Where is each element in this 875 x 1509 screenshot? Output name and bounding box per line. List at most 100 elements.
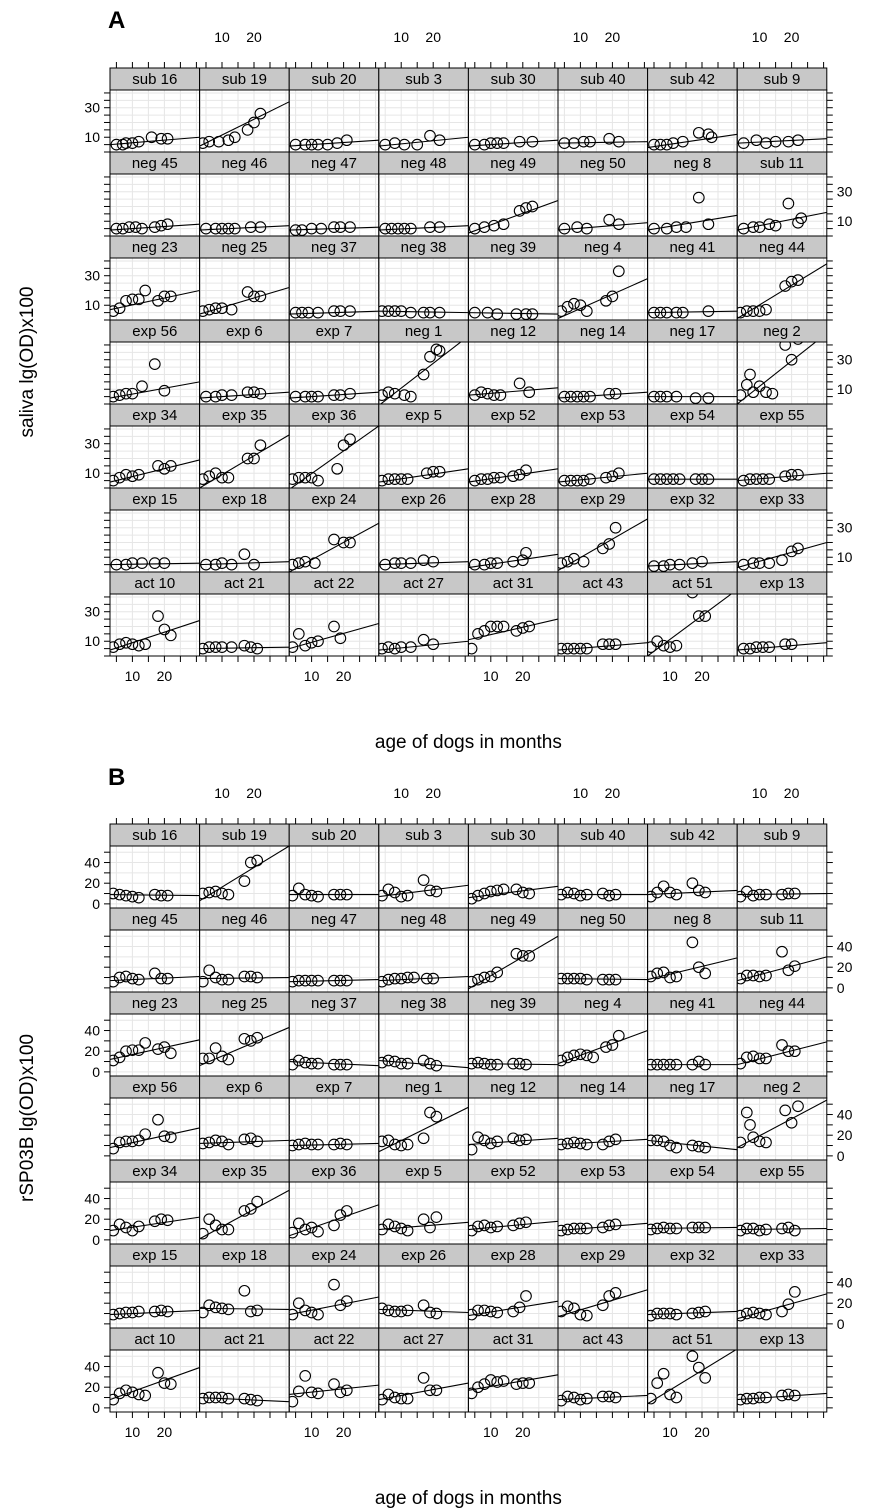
- data-point: [651, 635, 664, 648]
- facet-title: exp 28: [491, 491, 536, 508]
- data-point: [568, 642, 580, 655]
- facet-title: sub 3: [405, 827, 442, 844]
- data-point: [696, 473, 708, 485]
- data-point: [244, 1393, 257, 1406]
- data-point: [305, 1057, 318, 1070]
- facet-title: exp 18: [222, 491, 267, 508]
- data-point: [654, 390, 667, 403]
- data-point: [740, 1051, 753, 1064]
- data-point: [312, 474, 324, 487]
- data-point: [395, 1222, 408, 1235]
- data-point: [164, 1378, 177, 1390]
- data-point: [587, 1051, 600, 1064]
- data-point: [209, 1042, 222, 1054]
- data-point: [574, 1308, 587, 1321]
- facet-title: neg 37: [311, 995, 357, 1012]
- data-point: [651, 1307, 664, 1320]
- data-point: [113, 638, 126, 651]
- data-point: [484, 1305, 497, 1318]
- data-point: [148, 888, 161, 901]
- facet-title: exp 7: [316, 323, 353, 340]
- data-point: [760, 1136, 772, 1149]
- data-point: [430, 885, 443, 898]
- data-point: [164, 629, 177, 642]
- facet-act-51: act 51: [647, 1327, 738, 1413]
- data-point: [558, 305, 568, 317]
- data-point: [584, 390, 596, 403]
- data-point: [401, 1057, 414, 1070]
- data-point: [513, 135, 526, 148]
- data-point: [609, 387, 622, 400]
- facet-frame: [288, 593, 380, 657]
- data-point: [199, 887, 209, 900]
- data-point: [468, 975, 478, 988]
- fit-line: [647, 957, 738, 981]
- data-point: [424, 129, 436, 142]
- facet-title: neg 25: [221, 995, 267, 1012]
- data-point: [785, 275, 798, 288]
- data-point: [395, 972, 408, 985]
- data-point: [110, 390, 120, 403]
- x-tick-label: 10: [304, 1424, 320, 1440]
- facet-title: exp 26: [401, 1247, 446, 1264]
- data-point: [238, 875, 251, 887]
- fit-line: [558, 222, 648, 231]
- data-point: [561, 972, 574, 985]
- data-point: [657, 639, 670, 652]
- data-point: [753, 970, 766, 983]
- data-point: [312, 974, 324, 987]
- data-point: [417, 1213, 430, 1226]
- data-point: [120, 1135, 132, 1148]
- facet-neg-41: neg 41: [647, 235, 738, 321]
- data-point: [222, 973, 235, 986]
- data-point: [417, 368, 430, 381]
- fit-line: [110, 381, 200, 399]
- y-tick-label: 10: [837, 213, 853, 229]
- x-tick-label: 20: [605, 785, 621, 801]
- data-point: [299, 390, 312, 403]
- facet-neg-14: neg 14: [557, 319, 649, 405]
- data-point: [603, 1290, 616, 1302]
- facet-title: exp 26: [401, 491, 446, 508]
- data-point: [417, 1372, 430, 1384]
- data-point: [782, 1045, 795, 1058]
- x-tick-label: 10: [573, 785, 589, 801]
- facet-exp-5: exp 5: [378, 1159, 469, 1245]
- data-point: [484, 1058, 497, 1071]
- data-point: [216, 887, 228, 900]
- data-point: [382, 1388, 395, 1401]
- facet-frame: [288, 929, 380, 993]
- facet-exp-56: exp 56: [109, 1075, 201, 1161]
- data-point: [401, 1138, 414, 1151]
- data-point: [692, 884, 705, 897]
- data-point: [139, 1389, 152, 1402]
- data-point: [244, 970, 257, 983]
- data-point: [664, 641, 676, 653]
- data-point: [126, 387, 139, 400]
- data-point: [398, 389, 411, 401]
- data-point: [126, 137, 139, 149]
- data-point: [792, 342, 804, 345]
- data-point: [200, 558, 212, 571]
- data-point: [744, 368, 756, 381]
- data-point: [753, 888, 766, 901]
- fit-line: [378, 561, 469, 566]
- fit-line: [199, 286, 290, 315]
- data-point: [750, 473, 763, 485]
- data-point: [788, 1224, 801, 1237]
- facet-title: exp 24: [311, 1247, 356, 1264]
- data-point: [337, 536, 350, 549]
- facet-title: act 21: [224, 1331, 265, 1348]
- data-point: [491, 884, 504, 897]
- data-point: [523, 887, 536, 900]
- data-point: [417, 1132, 430, 1145]
- facet-title: exp 36: [311, 1163, 356, 1180]
- data-point: [494, 389, 507, 401]
- data-point: [126, 638, 139, 651]
- data-point: [248, 558, 260, 571]
- data-point: [651, 1377, 664, 1389]
- data-point: [558, 222, 571, 235]
- data-point: [600, 471, 612, 484]
- data-point: [328, 1378, 340, 1390]
